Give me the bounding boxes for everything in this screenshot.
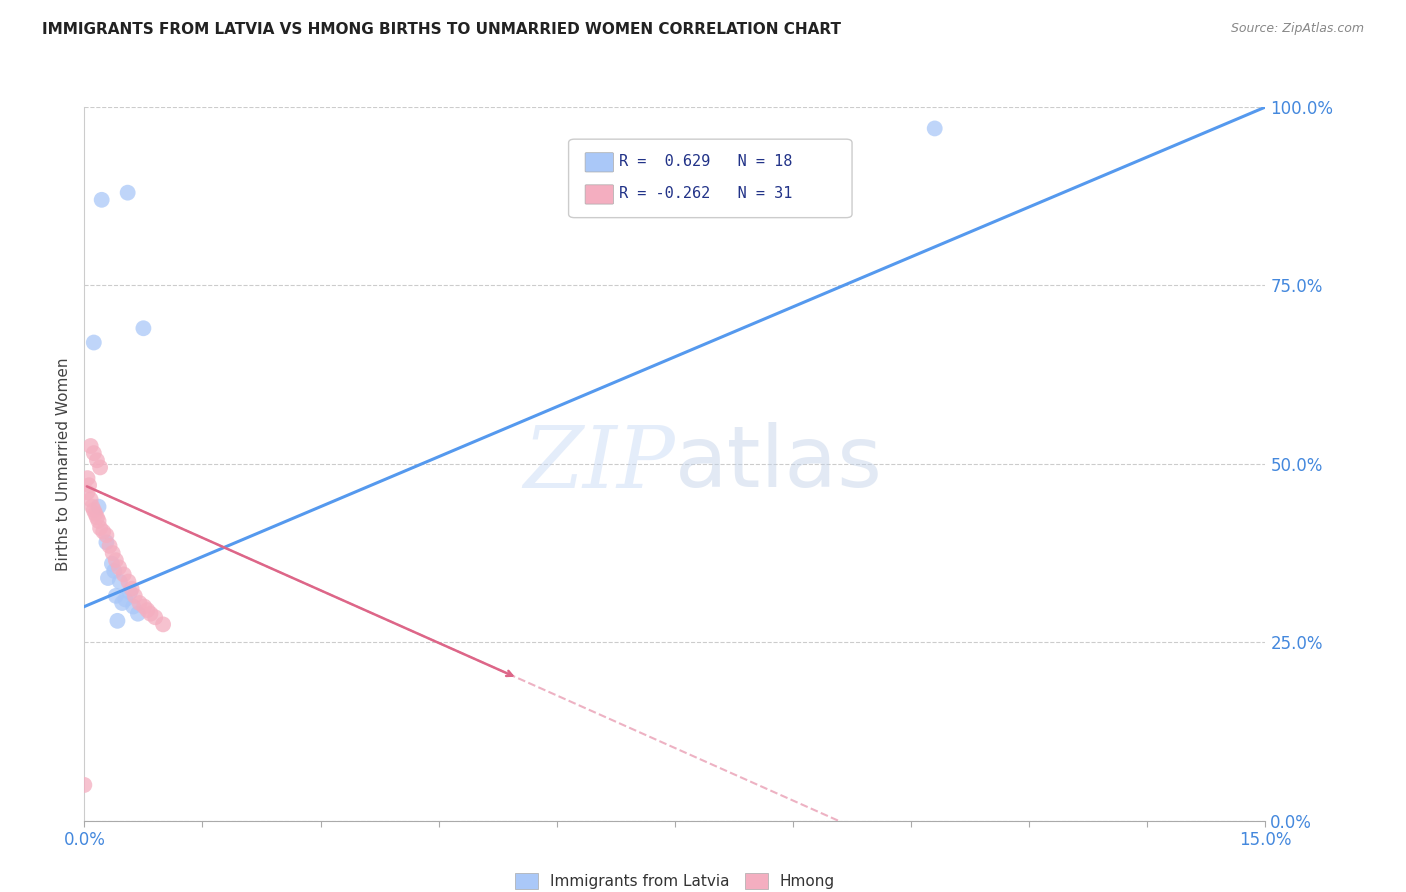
Point xyxy=(96,528,118,542)
Text: atlas: atlas xyxy=(675,422,883,506)
Point xyxy=(122,599,145,614)
Point xyxy=(103,564,125,578)
Text: R =  0.629   N = 18: R = 0.629 N = 18 xyxy=(620,153,793,169)
Point xyxy=(104,589,127,603)
Point xyxy=(91,524,114,539)
Point xyxy=(79,439,101,453)
FancyBboxPatch shape xyxy=(568,139,852,218)
Point xyxy=(117,186,139,200)
Point xyxy=(101,546,124,560)
Point xyxy=(117,574,139,589)
Point xyxy=(98,539,121,553)
Point xyxy=(87,500,110,514)
Legend: Immigrants from Latvia, Hmong: Immigrants from Latvia, Hmong xyxy=(509,867,841,892)
Point xyxy=(108,574,131,589)
Point xyxy=(83,335,105,350)
Point xyxy=(82,500,104,514)
Point xyxy=(111,596,134,610)
Point xyxy=(76,471,98,485)
Point xyxy=(77,478,100,492)
Point xyxy=(101,557,124,571)
Point xyxy=(89,460,111,475)
Point xyxy=(108,560,131,574)
Point xyxy=(84,507,107,521)
Point xyxy=(83,446,105,460)
Point xyxy=(90,193,112,207)
Point xyxy=(107,614,129,628)
Point xyxy=(143,610,166,624)
Point xyxy=(73,778,96,792)
Point xyxy=(97,571,120,585)
Point xyxy=(114,592,136,607)
Point xyxy=(124,589,146,603)
FancyBboxPatch shape xyxy=(585,153,613,172)
Text: ZIP: ZIP xyxy=(523,423,675,505)
Point xyxy=(79,492,101,507)
Text: Source: ZipAtlas.com: Source: ZipAtlas.com xyxy=(1230,22,1364,36)
Point xyxy=(128,596,150,610)
Point xyxy=(86,453,108,467)
Point xyxy=(139,607,162,621)
Text: R = -0.262   N = 31: R = -0.262 N = 31 xyxy=(620,186,793,201)
Point xyxy=(132,321,155,335)
Point xyxy=(86,510,108,524)
Point xyxy=(112,567,135,582)
Point xyxy=(136,603,159,617)
FancyBboxPatch shape xyxy=(585,185,613,204)
Point xyxy=(87,514,110,528)
Point xyxy=(134,599,156,614)
Point xyxy=(121,582,143,596)
Point xyxy=(104,553,127,567)
Point xyxy=(924,121,946,136)
Text: IMMIGRANTS FROM LATVIA VS HMONG BIRTHS TO UNMARRIED WOMEN CORRELATION CHART: IMMIGRANTS FROM LATVIA VS HMONG BIRTHS T… xyxy=(42,22,841,37)
Point xyxy=(96,535,118,549)
Point xyxy=(89,521,111,535)
Point xyxy=(83,503,105,517)
Point xyxy=(76,485,98,500)
Point xyxy=(152,617,174,632)
Y-axis label: Births to Unmarried Women: Births to Unmarried Women xyxy=(56,357,72,571)
Point xyxy=(118,585,141,599)
Point xyxy=(127,607,149,621)
